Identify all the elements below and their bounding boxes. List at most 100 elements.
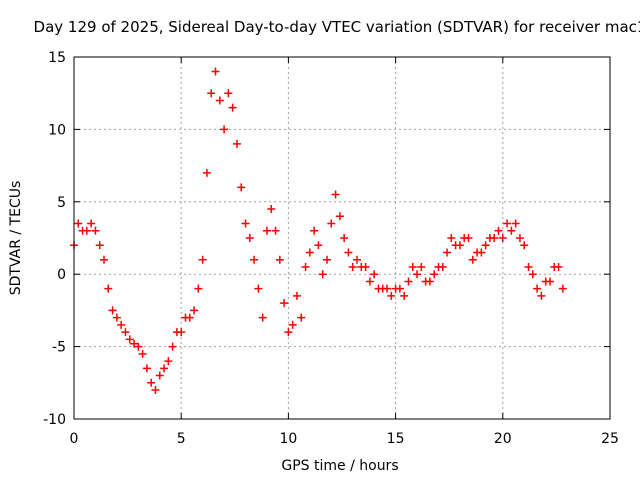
data-point — [228, 103, 237, 112]
data-point — [284, 328, 293, 337]
data-point — [271, 226, 280, 235]
data-point — [310, 226, 319, 235]
data-point — [331, 190, 340, 199]
data-point — [301, 262, 310, 271]
data-point — [108, 306, 117, 315]
x-axis-ticks: 0 5 10 15 20 25 — [70, 57, 619, 447]
data-point — [241, 219, 250, 228]
y-axis-ticks: -10 -5 0 5 10 15 — [43, 50, 610, 428]
data-point — [190, 306, 199, 315]
data-point — [524, 262, 533, 271]
data-point — [348, 262, 357, 271]
data-point — [250, 255, 259, 264]
data-point — [387, 291, 396, 300]
data-point — [425, 277, 434, 286]
data-point — [151, 386, 160, 395]
data-point — [100, 255, 109, 264]
data-point — [305, 248, 314, 257]
data-point — [95, 241, 104, 250]
data-point — [245, 234, 254, 242]
data-point — [258, 313, 267, 322]
x-tick-label: 15 — [387, 431, 405, 447]
data-point — [232, 139, 241, 148]
data-point — [365, 277, 374, 286]
data-point — [121, 328, 130, 337]
data-point — [82, 226, 91, 235]
data-point — [314, 241, 323, 250]
y-tick-label: 15 — [48, 50, 66, 66]
data-point — [468, 255, 477, 264]
data-point — [383, 284, 392, 293]
data-point — [490, 234, 499, 242]
data-point — [211, 67, 220, 76]
data-point — [515, 234, 524, 242]
data-point — [164, 357, 173, 366]
data-point — [194, 284, 203, 293]
y-tick-label: 0 — [57, 267, 66, 283]
y-axis-label: SDTVAR / TECUs — [8, 181, 24, 296]
data-point — [318, 270, 327, 279]
data-point — [464, 234, 473, 242]
x-tick-label: 10 — [279, 431, 297, 447]
data-point — [138, 349, 147, 358]
data-point — [117, 320, 126, 329]
data-point — [168, 342, 177, 351]
data-point — [125, 335, 134, 344]
data-point — [361, 262, 370, 271]
data-point — [185, 313, 194, 322]
data-point — [545, 277, 554, 286]
data-point — [288, 320, 297, 329]
x-tick-label: 0 — [70, 431, 79, 447]
data-point — [498, 234, 507, 242]
data-point — [207, 89, 216, 98]
data-point — [537, 291, 546, 300]
data-point — [147, 378, 156, 387]
data-point — [477, 248, 486, 257]
x-tick-label: 20 — [494, 431, 512, 447]
data-point — [322, 255, 331, 264]
data-point — [130, 339, 139, 348]
data-point — [215, 96, 224, 105]
data-point — [503, 219, 512, 228]
data-point — [280, 299, 289, 308]
data-point — [447, 234, 456, 242]
data-point — [220, 125, 229, 134]
y-tick-label: 5 — [57, 195, 66, 211]
data-point — [340, 234, 349, 242]
data-point — [160, 364, 169, 373]
data-point — [395, 284, 404, 293]
data-point — [520, 241, 529, 250]
data-point — [417, 262, 426, 271]
data-point — [297, 313, 306, 322]
y-tick-label: -5 — [52, 340, 66, 356]
data-point — [254, 284, 263, 293]
data-point — [177, 328, 186, 337]
data-point — [91, 226, 100, 235]
data-point — [202, 168, 211, 177]
data-point — [267, 205, 276, 214]
data-point — [275, 255, 284, 264]
data-point — [198, 255, 207, 264]
data-point — [327, 219, 336, 228]
data-point — [370, 270, 379, 279]
data-point — [353, 255, 362, 264]
data-point — [74, 219, 83, 228]
data-point — [400, 291, 409, 300]
data-point — [558, 284, 567, 293]
data-point — [443, 248, 452, 257]
data-point — [533, 284, 542, 293]
data-point — [104, 284, 113, 293]
data-point — [142, 364, 151, 373]
data-point — [481, 241, 490, 250]
data-point — [507, 226, 516, 235]
data-point — [87, 219, 96, 228]
grid-lines — [74, 57, 610, 419]
chart-title: Day 129 of 2025, Sidereal Day-to-day VTE… — [34, 18, 640, 36]
y-tick-label: -10 — [43, 412, 66, 428]
y-tick-label: 10 — [48, 122, 66, 138]
data-point — [292, 291, 301, 300]
data-point — [335, 212, 344, 221]
data-point — [455, 241, 464, 250]
data-point — [430, 270, 439, 279]
